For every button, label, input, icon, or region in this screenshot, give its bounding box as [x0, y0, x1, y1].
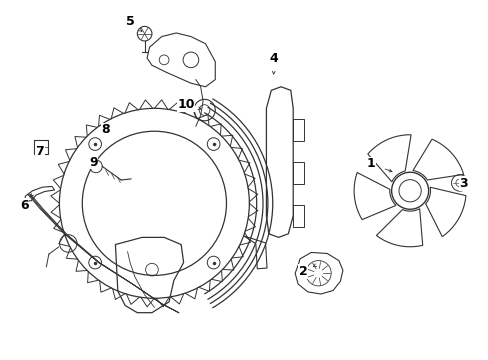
Text: 9: 9	[89, 156, 98, 168]
Text: 4: 4	[269, 51, 278, 64]
Text: 5: 5	[125, 15, 134, 28]
Text: 7: 7	[36, 145, 44, 158]
Text: 2: 2	[298, 265, 306, 278]
Bar	[293, 119, 304, 140]
Bar	[34, 140, 48, 154]
Text: 8: 8	[101, 123, 110, 136]
Bar	[293, 205, 304, 226]
Text: 1: 1	[366, 157, 375, 170]
Text: 3: 3	[458, 177, 467, 190]
Text: 10: 10	[177, 98, 194, 111]
Text: 6: 6	[20, 199, 29, 212]
Bar	[293, 162, 304, 184]
